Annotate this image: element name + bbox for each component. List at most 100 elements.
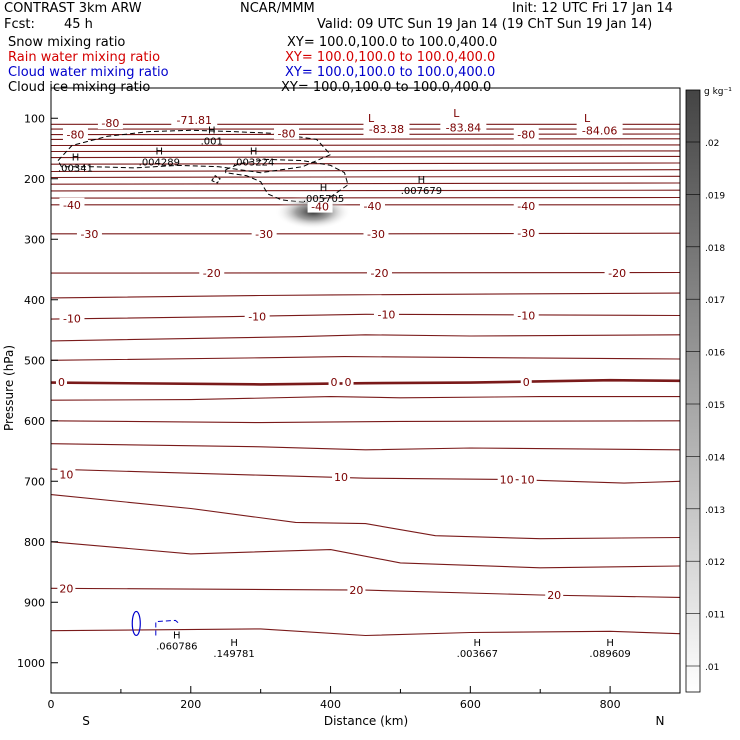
contour-label: 0 (331, 376, 338, 389)
contour-label-bg (328, 375, 340, 389)
valid-time: Valid: 09 UTC Sun 19 Jan 14 (19 ChT Sun … (317, 17, 653, 32)
contour-label-bg (513, 127, 539, 141)
contour-label: -40 (311, 201, 329, 214)
field-snow-xy: XY= 100.0,100.0 to 100.0,400.0 (287, 35, 498, 50)
contour-label: -30 (80, 228, 98, 241)
cloud-water-contour (131, 610, 141, 637)
x-tick-label: 600 (460, 698, 481, 711)
contour-label: -30 (255, 228, 273, 241)
contour-label: 0 (345, 376, 352, 389)
contour-label: 0 (523, 376, 530, 389)
contour-label-bg (440, 120, 487, 134)
contour-label-bg (251, 226, 277, 240)
y-tick-label: 600 (24, 415, 45, 428)
init-time: Init: 12 UTC Fri 17 Jan 14 (512, 1, 673, 16)
high-value-label: .007679 (401, 186, 442, 197)
cloud-water-contours (131, 610, 180, 637)
field-cloud-water-xy: XY= 100.0,100.0 to 100.0,400.0 (285, 65, 496, 80)
high-value-label: .060786 (156, 642, 197, 653)
colorbar-label: .019 (705, 191, 725, 201)
x-tick-label: 0 (48, 698, 55, 711)
contour-label-bg (497, 472, 516, 486)
y-tick-label: 800 (24, 536, 45, 549)
field-rain-label: Rain water mixing ratio (8, 50, 161, 65)
isotherm-line (51, 443, 680, 451)
contour-label-bg (59, 311, 85, 325)
isotherm-line (51, 334, 680, 342)
contour-label: -40 (517, 200, 535, 213)
y-tick-label: 500 (24, 354, 45, 367)
contour-label-bg (97, 116, 123, 130)
isotherm-line (51, 175, 680, 179)
contour-label-bg (244, 309, 270, 323)
isotherm-line (51, 155, 680, 159)
contour-label-bg (62, 127, 88, 141)
contour-label: -40 (364, 200, 382, 213)
plot-area: -80 -80 -80 -80 -71.81 -83.38 -83.84 -84.06 -40 -… (51, 107, 680, 660)
cloud-ice-contour (57, 129, 332, 174)
y-tick-label: 300 (24, 233, 45, 246)
contour-label-bg (171, 113, 218, 127)
contour-label-bg (518, 472, 537, 486)
isotherm-line (51, 182, 680, 185)
contour-label-bg (57, 581, 76, 595)
contour-label-bg (576, 123, 623, 137)
isotherm-line (51, 313, 680, 320)
contour-label: 20 (547, 589, 561, 602)
model-title: CONTRAST 3km ARW (4, 1, 142, 16)
high-marker: H (320, 183, 328, 194)
colorbar-label: .017 (705, 296, 725, 306)
isotherm-line (51, 144, 680, 147)
field-snow-label: Snow mixing ratio (8, 35, 126, 50)
org-title: NCAR/MMM (240, 1, 315, 16)
isotherm-line (51, 169, 680, 173)
contour-label-bg (513, 308, 539, 322)
field-cloud-water-label: Cloud water mixing ratio (8, 65, 169, 80)
contour-label-bg (55, 375, 67, 389)
isotherm-zero (51, 378, 680, 386)
cloud-ice-contour (211, 175, 221, 184)
plot-frame (50, 87, 681, 694)
high-marker: H (606, 638, 614, 649)
colorbar: g kg⁻¹ .01 .011 .012 .013 .014 .015 .016 .017 .0… (685, 87, 732, 693)
contour-label-bg (307, 199, 333, 213)
contour-label-bg (363, 226, 389, 240)
isotherm-line (51, 138, 680, 140)
contour-label: -84.06 (582, 124, 617, 137)
contour-label: -71.81 (177, 114, 212, 127)
field-rain-xy: XY= 100.0,100.0 to 100.0,400.0 (285, 50, 496, 65)
contour-label-bg (342, 375, 354, 389)
y-axis-title: Pressure (hPa) (2, 345, 16, 431)
isotherm-line (51, 196, 680, 199)
x-tick-label: 800 (600, 698, 621, 711)
high-marker: H (72, 153, 80, 164)
isotherm-line (51, 150, 680, 153)
contour-label: -80 (517, 129, 535, 142)
high-value-label: .003667 (457, 649, 498, 660)
contour-label-bg (513, 198, 539, 212)
high-value-label: .149781 (213, 649, 254, 660)
colorbar-label: .012 (705, 558, 725, 568)
contour-label-bg (520, 375, 532, 389)
contour-label: -30 (517, 227, 535, 240)
high-marker: H (230, 638, 238, 649)
contour-label-bg (332, 470, 351, 484)
high-value-label: .00341 (58, 164, 93, 175)
contour-label: 10 (500, 473, 514, 486)
isotherm-line (51, 587, 680, 598)
isotherm-line (51, 396, 680, 401)
contour-label: -83.38 (369, 123, 404, 136)
x-tick-label: 400 (320, 698, 341, 711)
contour-label: -80 (278, 127, 296, 140)
contour-label-bg (57, 467, 76, 481)
x-axis-south-label: S (82, 714, 90, 728)
y-tick-label: 400 (24, 294, 45, 307)
contour-label: 10 (59, 469, 73, 482)
colorbar-label: .016 (705, 349, 725, 359)
high-value-label: .003224 (233, 158, 274, 169)
colorbar-label: .015 (705, 401, 725, 411)
low-marker: L (453, 107, 460, 120)
colorbar-label: .011 (705, 611, 725, 621)
isotherm-line (51, 292, 680, 299)
